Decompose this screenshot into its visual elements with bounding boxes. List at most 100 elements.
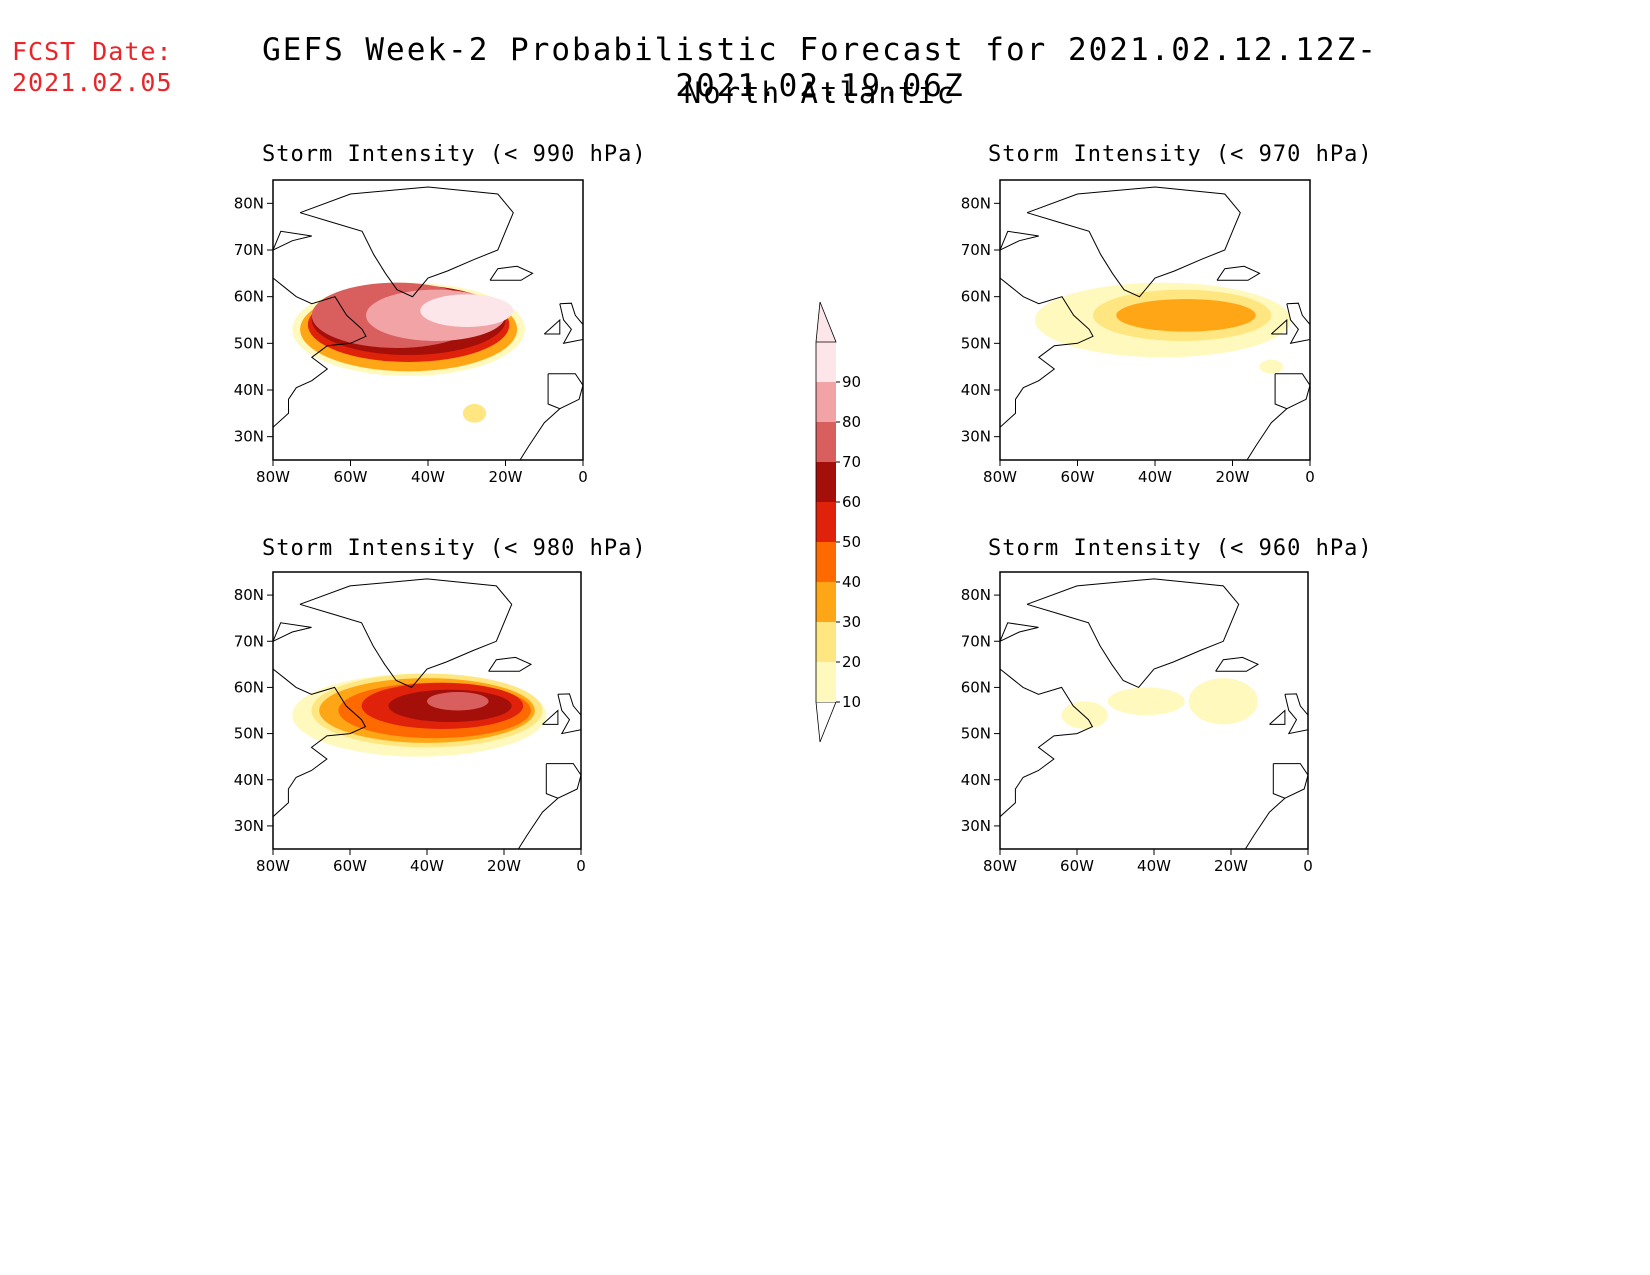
probability-area — [420, 294, 514, 327]
map-panel-970: 30N 40N 50N 60N 70N 80N 80W 60W 40W 20W 0 — [961, 179, 1315, 486]
colorbar-upper-tail — [815, 301, 837, 343]
map-panel-960: 30N 40N 50N 60N 70N 80N 80W 60W 40W 20W 0 — [961, 571, 1313, 875]
lat-tick-label: 50N — [961, 725, 991, 743]
coastline — [1026, 578, 1240, 689]
coastline — [545, 763, 581, 799]
lon-tick-label: 0 — [1305, 468, 1315, 486]
coastline — [543, 318, 561, 335]
coastline — [299, 578, 513, 689]
colorbar-level-label: 20 — [842, 653, 861, 671]
lon-tick-label: 20W — [1216, 468, 1250, 486]
colorbar-swatch — [816, 382, 836, 422]
coastline — [519, 408, 561, 460]
colorbar-swatch — [816, 662, 836, 702]
probability-area — [1259, 359, 1283, 374]
colorbar-level-label: 30 — [842, 613, 861, 631]
forecast-date-block: FCST Date: 2021.02.05 — [12, 36, 173, 98]
page-subtitle: North Atlantic — [683, 76, 957, 110]
coastline — [1286, 302, 1310, 344]
lon-tick-label: 20W — [487, 857, 521, 875]
coastline — [1000, 622, 1039, 642]
forecast-date-value: 2021.02.05 — [12, 68, 173, 97]
coastline — [299, 186, 514, 298]
lon-tick-label: 60W — [333, 857, 367, 875]
lat-tick-label: 80N — [234, 194, 264, 212]
lon-tick-label: 80W — [983, 857, 1017, 875]
coastline — [559, 302, 583, 344]
lon-tick-label: 0 — [578, 468, 588, 486]
lon-tick-label: 40W — [1137, 857, 1171, 875]
map-panel-980: 30N 40N 50N 60N 70N 80N 80W 60W 40W 20W 0 — [234, 571, 586, 875]
colorbar: 10 20 30 40 50 60 70 80 90 — [815, 301, 861, 743]
lon-tick-label: 20W — [1214, 857, 1248, 875]
coastline — [542, 709, 559, 725]
lon-tick-label: 40W — [1138, 468, 1172, 486]
lon-tick-label: 80W — [983, 468, 1017, 486]
lat-tick-label: 60N — [234, 678, 264, 696]
colorbar-level-label: 90 — [842, 373, 861, 391]
lat-tick-label: 40N — [961, 381, 991, 399]
lon-tick-label: 60W — [334, 468, 368, 486]
lon-tick-label: 60W — [1060, 857, 1094, 875]
colorbar-level-label: 60 — [842, 493, 861, 511]
coastline — [273, 622, 312, 642]
probability-area — [1107, 687, 1185, 716]
probability-area — [427, 692, 489, 711]
lat-tick-label: 30N — [234, 428, 264, 446]
probability-area — [1188, 678, 1258, 725]
lat-tick-label: 30N — [961, 817, 991, 835]
probability-area — [462, 404, 487, 423]
lon-tick-label: 80W — [256, 857, 290, 875]
coastline — [1272, 763, 1308, 799]
lat-tick-label: 30N — [961, 428, 991, 446]
lat-tick-label: 40N — [961, 771, 991, 789]
colorbar-level-label: 10 — [842, 693, 861, 711]
colorbar-swatch — [816, 542, 836, 582]
lat-tick-label: 60N — [961, 678, 991, 696]
lon-tick-label: 0 — [576, 857, 586, 875]
coastline — [1216, 265, 1261, 281]
coastline — [273, 668, 367, 818]
lon-tick-label: 20W — [489, 468, 523, 486]
lon-tick-label: 60W — [1061, 468, 1095, 486]
coastline — [517, 797, 559, 849]
lat-tick-label: 70N — [961, 632, 991, 650]
coastline — [1026, 186, 1241, 298]
coastline — [489, 265, 534, 281]
probability-area — [1116, 299, 1256, 332]
coastline — [557, 693, 581, 735]
coastline — [1270, 318, 1288, 335]
coastline — [1000, 277, 1094, 428]
lat-tick-label: 80N — [234, 586, 264, 604]
lat-tick-label: 50N — [234, 334, 264, 352]
lat-tick-label: 60N — [961, 288, 991, 306]
lat-tick-label: 70N — [961, 241, 991, 259]
colorbar-lower-tail — [815, 701, 837, 743]
lat-tick-label: 80N — [961, 194, 991, 212]
lon-tick-label: 40W — [410, 857, 444, 875]
lat-tick-label: 70N — [234, 241, 264, 259]
coastline — [273, 230, 312, 251]
lat-tick-label: 40N — [234, 771, 264, 789]
coastline — [273, 277, 367, 428]
lon-tick-label: 0 — [1303, 857, 1313, 875]
colorbar-swatch — [816, 422, 836, 462]
coastline — [1269, 709, 1286, 725]
lon-tick-label: 40W — [411, 468, 445, 486]
probability-area — [1061, 701, 1108, 729]
panel-title-970: Storm Intensity (< 970 hPa) — [988, 142, 1373, 167]
lat-tick-label: 30N — [234, 817, 264, 835]
coastline — [1246, 408, 1288, 460]
panel-title-980: Storm Intensity (< 980 hPa) — [262, 536, 647, 561]
colorbar-swatch — [816, 622, 836, 662]
map-panel-990: 30N 40N 50N 60N 70N 80N 80W 60W 40W 20W 0 — [234, 179, 588, 486]
coastline — [1284, 693, 1308, 735]
lon-tick-label: 80W — [256, 468, 290, 486]
coastline — [488, 656, 533, 672]
lat-tick-label: 40N — [234, 381, 264, 399]
colorbar-level-label: 50 — [842, 533, 861, 551]
colorbar-swatch — [816, 582, 836, 622]
coastline — [1000, 230, 1039, 251]
lat-tick-label: 50N — [961, 334, 991, 352]
